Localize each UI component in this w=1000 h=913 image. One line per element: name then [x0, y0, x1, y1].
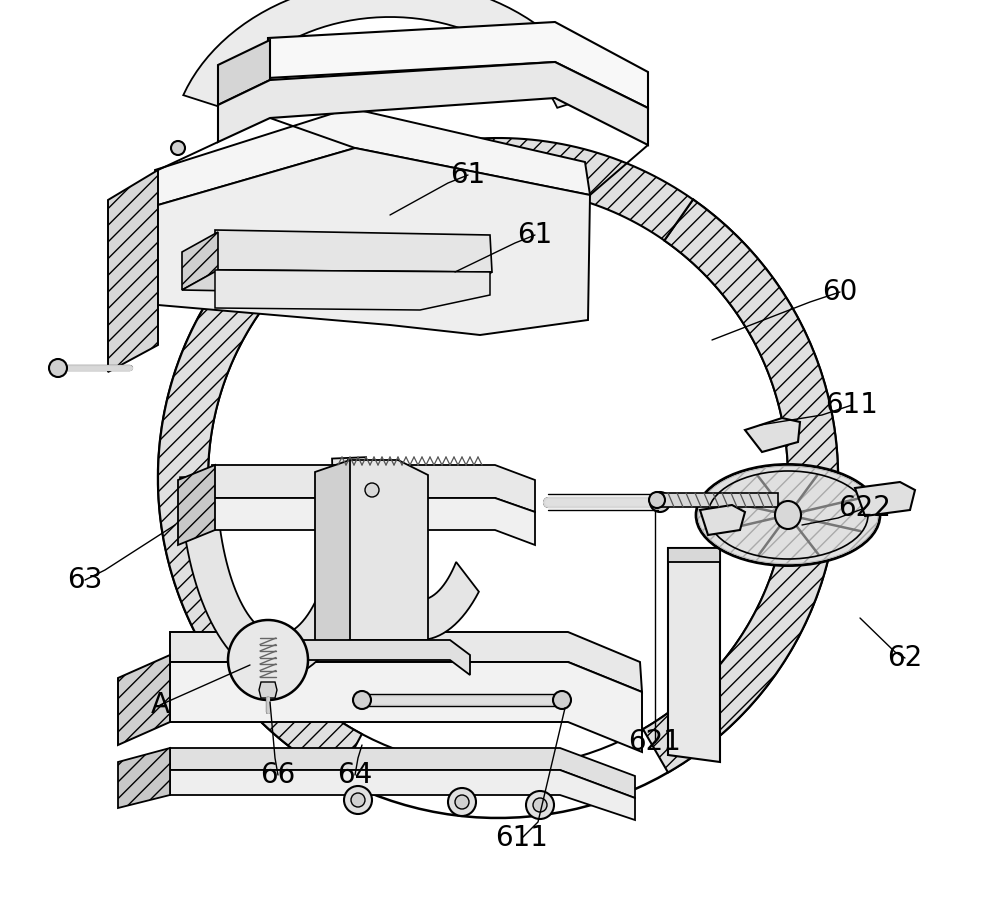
- Polygon shape: [668, 548, 720, 562]
- Ellipse shape: [696, 465, 880, 565]
- Circle shape: [353, 691, 371, 709]
- Text: 60: 60: [822, 278, 858, 306]
- Polygon shape: [255, 640, 288, 670]
- Polygon shape: [218, 62, 648, 145]
- Polygon shape: [348, 460, 428, 640]
- Polygon shape: [108, 170, 158, 372]
- Text: 64: 64: [337, 761, 373, 789]
- Text: 622: 622: [839, 494, 891, 522]
- Polygon shape: [170, 632, 642, 692]
- Circle shape: [49, 359, 67, 377]
- Polygon shape: [668, 548, 720, 762]
- Polygon shape: [170, 748, 635, 798]
- Polygon shape: [285, 640, 470, 675]
- Polygon shape: [315, 460, 350, 652]
- Polygon shape: [259, 682, 277, 698]
- Ellipse shape: [698, 467, 878, 563]
- Polygon shape: [183, 0, 597, 108]
- Ellipse shape: [775, 501, 801, 529]
- Polygon shape: [118, 655, 170, 745]
- Polygon shape: [215, 270, 490, 310]
- Polygon shape: [745, 418, 800, 452]
- Polygon shape: [182, 270, 492, 295]
- Polygon shape: [660, 493, 778, 507]
- Text: A: A: [150, 691, 170, 719]
- Circle shape: [650, 492, 670, 512]
- Text: 66: 66: [260, 761, 296, 789]
- Polygon shape: [170, 770, 635, 820]
- Text: 621: 621: [629, 728, 681, 756]
- Polygon shape: [180, 476, 344, 678]
- Text: 611: 611: [496, 824, 548, 852]
- Circle shape: [228, 620, 308, 700]
- Polygon shape: [279, 138, 693, 256]
- Polygon shape: [855, 482, 915, 516]
- Text: 61: 61: [517, 221, 553, 249]
- Text: 62: 62: [887, 644, 923, 672]
- Polygon shape: [215, 230, 492, 272]
- Text: 61: 61: [450, 161, 486, 189]
- Circle shape: [448, 788, 476, 816]
- Polygon shape: [118, 748, 170, 808]
- Circle shape: [526, 791, 554, 819]
- Polygon shape: [182, 232, 218, 290]
- Polygon shape: [178, 465, 215, 545]
- Circle shape: [533, 798, 547, 812]
- Polygon shape: [218, 40, 270, 105]
- Circle shape: [455, 795, 469, 809]
- Polygon shape: [268, 22, 648, 108]
- Circle shape: [171, 141, 185, 155]
- Text: 63: 63: [67, 566, 103, 594]
- Text: 611: 611: [826, 391, 878, 419]
- Polygon shape: [158, 148, 590, 335]
- Circle shape: [351, 793, 365, 807]
- Polygon shape: [332, 457, 479, 640]
- Polygon shape: [158, 217, 362, 778]
- Polygon shape: [212, 465, 535, 512]
- Circle shape: [649, 492, 665, 508]
- Circle shape: [365, 483, 379, 497]
- Circle shape: [553, 691, 571, 709]
- Polygon shape: [155, 108, 590, 205]
- Polygon shape: [700, 505, 745, 535]
- Polygon shape: [643, 199, 838, 772]
- Polygon shape: [170, 662, 642, 752]
- Circle shape: [344, 786, 372, 814]
- Polygon shape: [212, 498, 535, 545]
